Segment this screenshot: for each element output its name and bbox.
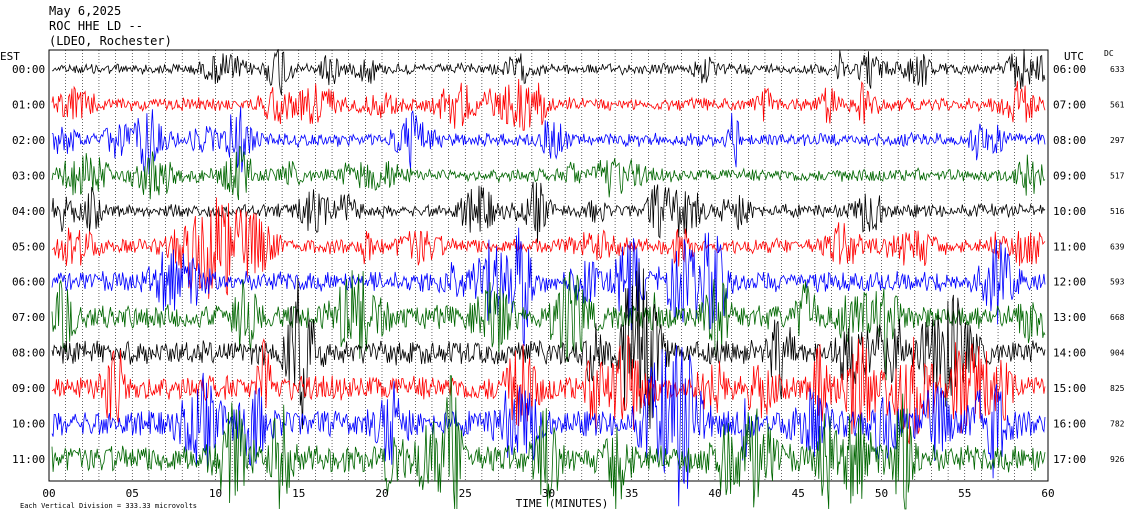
trace-line <box>51 78 1046 131</box>
utc-time-label: 10:00 <box>1053 205 1086 218</box>
x-tick-label: 40 <box>708 487 721 500</box>
dc-value-label: 516 <box>1110 207 1125 216</box>
trace-line <box>51 227 1046 347</box>
dc-value-label: 593 <box>1110 278 1125 287</box>
trace-line <box>51 334 1046 445</box>
trace-line <box>51 197 1046 299</box>
x-tick-label: 30 <box>542 487 555 500</box>
dc-value-label: 825 <box>1110 384 1125 393</box>
x-tick-label: 10 <box>209 487 222 500</box>
x-tick-label: 00 <box>42 487 55 500</box>
dc-value-label: 517 <box>1110 171 1125 180</box>
x-tick-label: 50 <box>875 487 888 500</box>
x-tick-label: 45 <box>792 487 805 500</box>
trace-line <box>51 262 1046 430</box>
utc-time-label: 07:00 <box>1053 98 1086 111</box>
location-label: (LDEO, Rochester) <box>49 34 172 48</box>
dc-value-label: 297 <box>1110 136 1125 145</box>
utc-time-label: 09:00 <box>1053 169 1086 182</box>
x-tick-label: 25 <box>459 487 472 500</box>
est-time-label: 04:00 <box>12 205 45 218</box>
x-tick-label: 35 <box>625 487 638 500</box>
x-tick-label: 05 <box>126 487 139 500</box>
utc-time-label: 13:00 <box>1053 311 1086 324</box>
est-time-label: 06:00 <box>12 276 45 289</box>
utc-axis-label: UTC <box>1064 50 1084 63</box>
utc-time-label: 16:00 <box>1053 418 1086 431</box>
x-axis-title: TIME (MINUTES) <box>516 497 609 510</box>
dc-value-label: 926 <box>1110 455 1125 464</box>
est-time-label: 11:00 <box>12 453 45 466</box>
dc-value-label: 633 <box>1110 65 1125 74</box>
utc-time-label: 11:00 <box>1053 240 1086 253</box>
est-time-label: 03:00 <box>12 169 45 182</box>
utc-time-label: 14:00 <box>1053 347 1086 360</box>
trace-line <box>51 375 1046 510</box>
x-tick-label: 60 <box>1041 487 1054 500</box>
date-label: May 6,2025 <box>49 4 122 18</box>
x-tick-label: 55 <box>958 487 971 500</box>
est-time-label: 08:00 <box>12 347 45 360</box>
trace-line <box>51 181 1046 243</box>
est-time-label: 05:00 <box>12 240 45 253</box>
station-label: ROC HHE LD -- <box>49 19 143 33</box>
dc-value-label: 561 <box>1110 100 1125 109</box>
x-tick-label: 15 <box>292 487 305 500</box>
utc-time-label: 08:00 <box>1053 134 1086 147</box>
utc-time-label: 12:00 <box>1053 276 1086 289</box>
utc-time-label: 06:00 <box>1053 63 1086 76</box>
x-tick-label: 20 <box>375 487 388 500</box>
est-time-label: 09:00 <box>12 382 45 395</box>
dc-value-label: 904 <box>1110 349 1125 358</box>
est-time-label: 02:00 <box>12 134 45 147</box>
trace-line <box>51 270 1046 381</box>
trace-line <box>51 106 1046 175</box>
vertical-division-note: Each Vertical Division = 333.33 microvol… <box>20 502 197 510</box>
dc-label: DC <box>1104 49 1114 58</box>
est-time-label: 10:00 <box>12 418 45 431</box>
trace-line <box>51 145 1046 201</box>
trace-line <box>51 49 1046 96</box>
est-axis-label: EST <box>0 50 20 63</box>
est-time-label: 07:00 <box>12 311 45 324</box>
est-time-label: 00:00 <box>12 63 45 76</box>
est-time-label: 01:00 <box>12 98 45 111</box>
utc-time-label: 17:00 <box>1053 453 1086 466</box>
dc-value-label: 668 <box>1110 313 1125 322</box>
dc-value-label: 639 <box>1110 242 1125 251</box>
utc-time-label: 15:00 <box>1053 382 1086 395</box>
dc-value-label: 782 <box>1110 420 1125 429</box>
